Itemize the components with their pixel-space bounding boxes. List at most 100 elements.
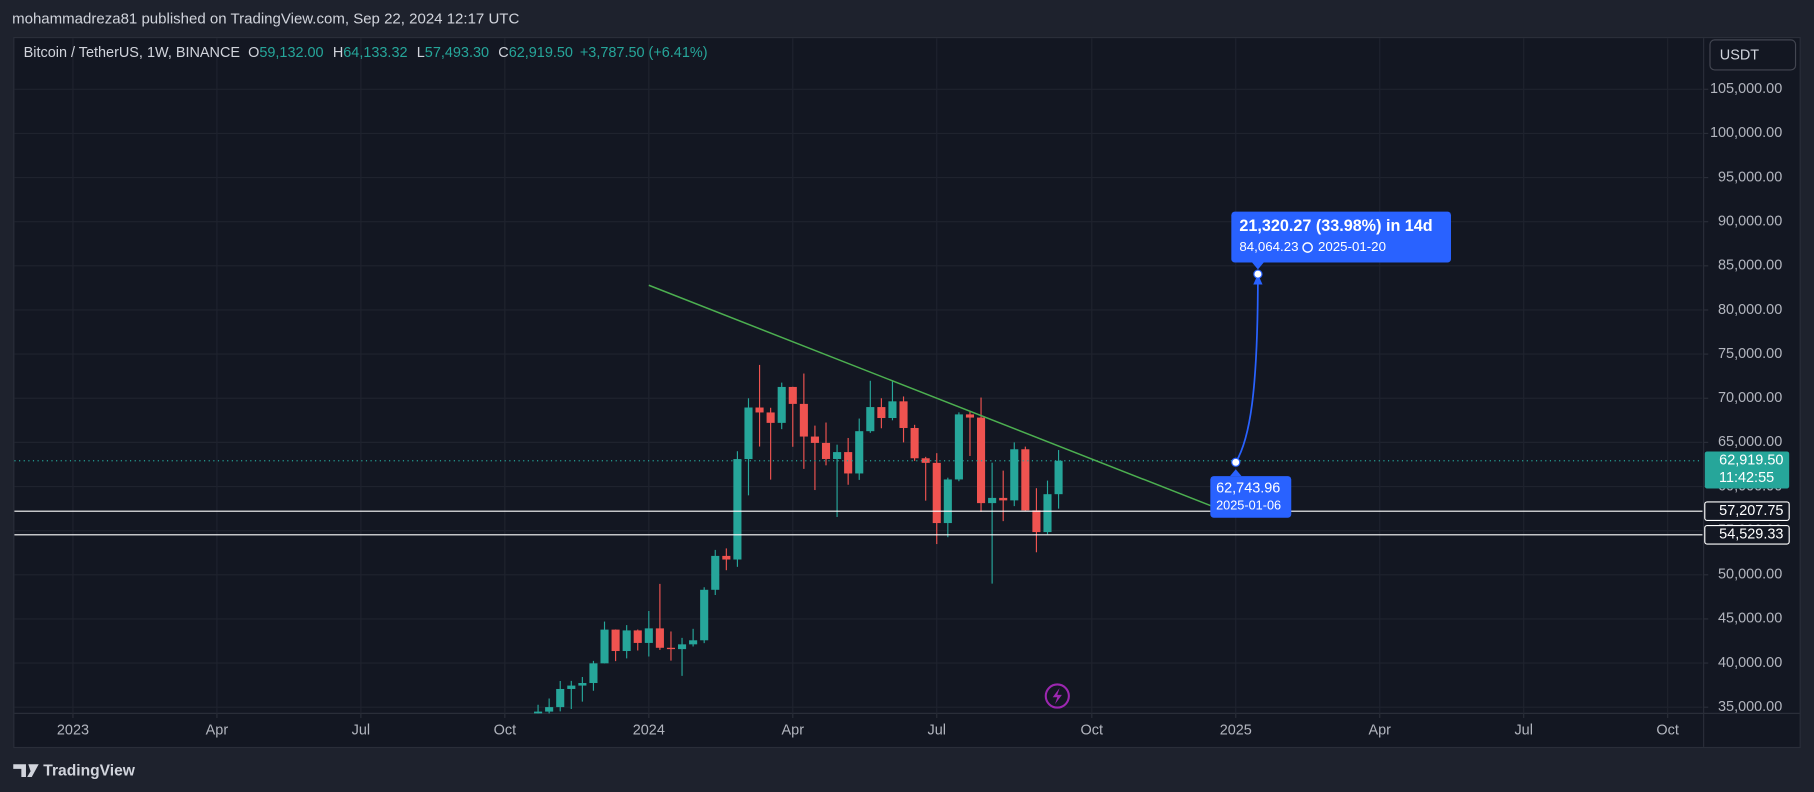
- brand: TradingView: [13, 762, 136, 779]
- y-tick-label: 70,000.00: [1718, 390, 1782, 406]
- axes: 35,000.0040,000.0045,000.0050,000.0055,0…: [57, 81, 1790, 739]
- start-label-box: [1210, 476, 1292, 518]
- candle-body: [655, 628, 664, 648]
- candle-body: [578, 683, 587, 686]
- last-price-label: 62,919.50: [1719, 453, 1783, 469]
- trendline: [648, 284, 1214, 508]
- x-tick-label: 2024: [633, 723, 665, 739]
- grid: [14, 38, 1703, 714]
- candle-body: [600, 629, 609, 664]
- y-tick-label: 85,000.00: [1718, 258, 1782, 274]
- symbol-legend: Bitcoin / TetherUS, 1W, BINANCE O59,132.0…: [24, 45, 708, 61]
- symbol: Bitcoin / TetherUS, 1W, BINANCE: [24, 45, 241, 61]
- candle-body: [589, 663, 598, 684]
- price-line-label: 57,207.75: [1719, 503, 1783, 519]
- currency-button[interactable]: [1709, 39, 1797, 71]
- candle-body: [1021, 449, 1030, 511]
- overlay: Bitcoin / TetherUS, 1W, BINANCE O59,132.0…: [14, 45, 1703, 536]
- candle-body: [666, 647, 676, 650]
- candle-body: [1054, 460, 1063, 495]
- alert-ring[interactable]: [1044, 683, 1070, 709]
- candle-body: [910, 427, 919, 459]
- change-label: 21,320.27 (33.98%) in 14d: [1239, 217, 1432, 235]
- legend-value: 59,132.00: [259, 45, 323, 61]
- brand-logo: [13, 764, 26, 777]
- chart-panel: [13, 36, 1801, 749]
- start-point: [1231, 457, 1241, 467]
- candle-body: [633, 630, 642, 643]
- start-price: 62,743.96: [1216, 481, 1280, 497]
- target-label-tip: [1252, 262, 1264, 270]
- candle-body: [866, 407, 875, 432]
- candle-body: [556, 688, 565, 708]
- candle-body: [799, 403, 808, 437]
- target-date: 2025-01-20: [1318, 239, 1386, 254]
- y-tick-label: 80,000.00: [1718, 302, 1782, 318]
- candle-body: [999, 497, 1008, 501]
- plot-area: [534, 364, 1063, 714]
- legend-key: H: [333, 45, 343, 61]
- x-tick-label: Oct: [494, 723, 516, 739]
- projection-arrow: [1253, 274, 1263, 285]
- candle-body: [744, 407, 753, 460]
- candle-body: [965, 414, 975, 418]
- candle-body: [722, 555, 731, 560]
- target-price: 84,064.23: [1239, 239, 1298, 254]
- y-tick-label: 100,000.00: [1710, 125, 1782, 141]
- legend-key: C: [498, 45, 508, 61]
- x-tick-label: Oct: [1081, 723, 1103, 739]
- candle-body: [711, 555, 720, 590]
- y-tick-label: 90,000.00: [1718, 214, 1782, 230]
- candle-body: [954, 414, 963, 480]
- y-tick-label: 45,000.00: [1718, 611, 1782, 627]
- target-label-box: [1231, 211, 1451, 263]
- candle-body: [943, 479, 952, 524]
- countdown-label: 11:42:55: [1719, 470, 1774, 486]
- candle-body: [821, 442, 831, 459]
- candle-body: [788, 386, 797, 404]
- y-tick-label: 35,000.00: [1718, 699, 1782, 715]
- candle-body: [755, 407, 764, 413]
- legend-value: 64,133.32: [343, 45, 407, 61]
- brand-logo: [27, 764, 39, 777]
- candle-body: [855, 431, 864, 474]
- alert-bolt[interactable]: [1052, 687, 1062, 705]
- candle-body: [777, 386, 786, 423]
- candle-body: [766, 412, 775, 423]
- candle-body: [567, 685, 576, 689]
- y-tick-label: 50,000.00: [1718, 567, 1782, 583]
- candle-body: [988, 497, 997, 504]
- candle-body: [844, 452, 853, 474]
- candle-body: [644, 628, 653, 643]
- legend-key: L: [417, 45, 425, 61]
- x-tick-label: Jul: [1514, 723, 1532, 739]
- price-line-label: 54,529.33: [1719, 527, 1783, 543]
- x-tick-label: 2025: [1220, 723, 1252, 739]
- candle-body: [611, 629, 620, 652]
- candle-body: [545, 707, 554, 712]
- candle-body: [1032, 510, 1041, 533]
- y-tick-label: 105,000.00: [1710, 81, 1782, 97]
- x-tick-label: Apr: [206, 723, 229, 739]
- candle-body: [1043, 494, 1052, 533]
- alert-icon[interactable]: [1044, 683, 1070, 709]
- candle-body: [1010, 449, 1019, 501]
- legend-value: 57,493.30: [425, 45, 489, 61]
- x-tick-label: Jul: [352, 723, 370, 739]
- target-point: [1253, 269, 1263, 279]
- x-tick-label: Apr: [1368, 723, 1391, 739]
- publish-info: mohammadreza81 published on TradingView.…: [12, 11, 519, 28]
- candle-body: [899, 401, 908, 428]
- candle-body: [689, 640, 698, 645]
- candle-body: [733, 459, 742, 560]
- candle-body: [877, 407, 886, 419]
- start-date: 2025-01-06: [1216, 498, 1281, 513]
- legend-change: +3,787.50 (+6.41%): [580, 45, 708, 61]
- candle-body: [700, 589, 709, 641]
- y-tick-label: 65,000.00: [1718, 434, 1782, 450]
- currency-label[interactable]: USDT: [1720, 47, 1759, 63]
- price-line-box: [1704, 501, 1790, 521]
- price-line-box: [1704, 524, 1790, 545]
- candle-body: [888, 401, 897, 419]
